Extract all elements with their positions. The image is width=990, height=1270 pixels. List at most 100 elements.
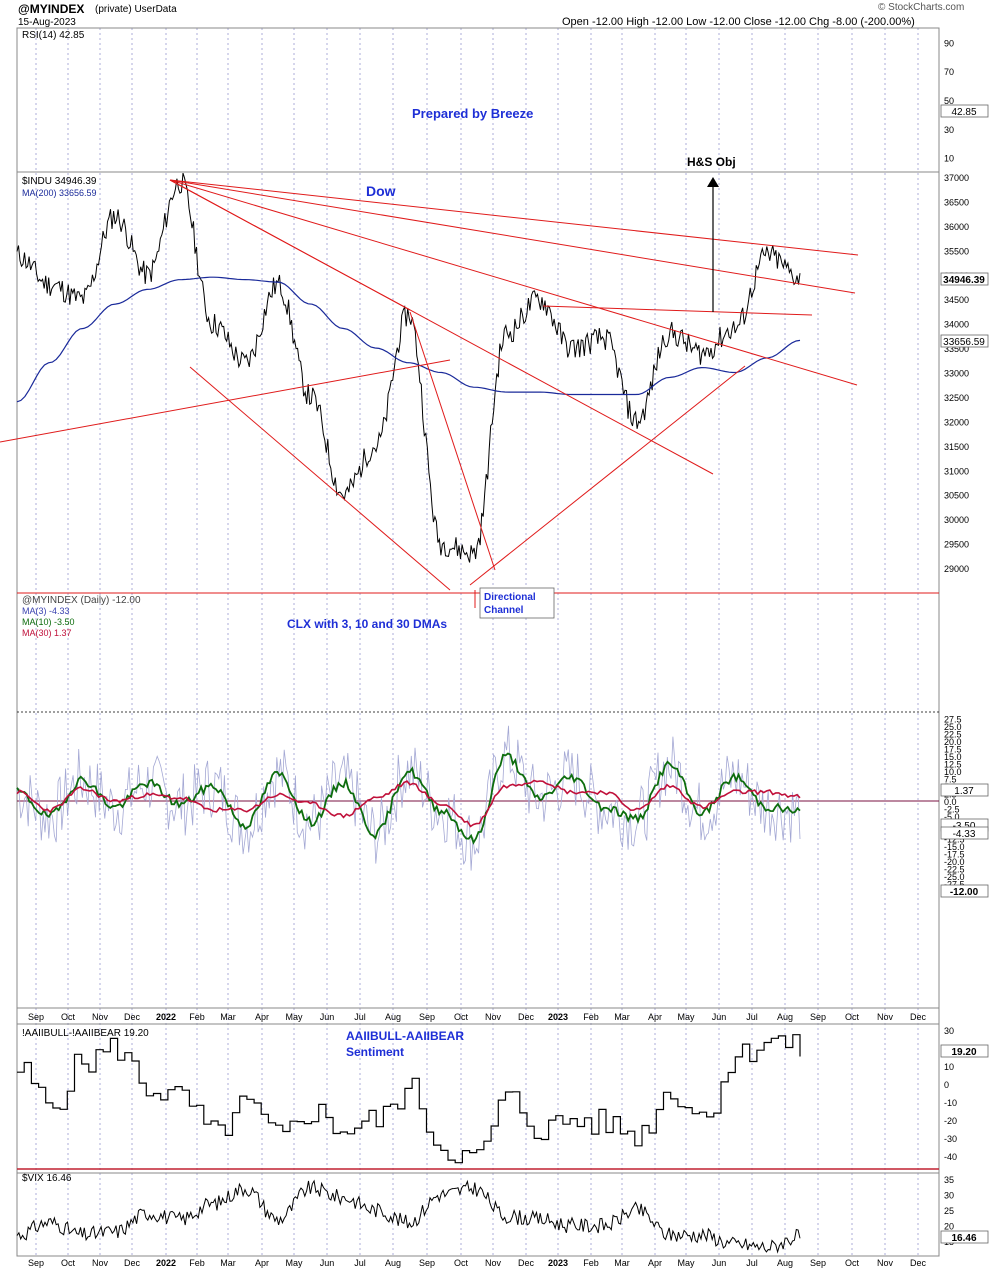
month-tick-label: Apr [648, 1012, 662, 1022]
dow-tick-label: 31000 [944, 466, 969, 476]
clx-tick-label: -25.0 [944, 872, 965, 882]
month-tick-label: 2022 [156, 1012, 176, 1022]
month-tick-label: Feb [583, 1012, 599, 1022]
clx-raw-line [16, 725, 801, 871]
vix-tick-label: 30 [944, 1191, 954, 1201]
month-tick-label: Oct [845, 1258, 860, 1268]
month-tick-label: Apr [255, 1258, 269, 1268]
month-tick-label: May [677, 1012, 695, 1022]
aaii-tick-label: 10 [944, 1062, 954, 1072]
clx-tick-label: 15.0 [944, 752, 962, 762]
month-tick-label: Sep [28, 1012, 44, 1022]
month-tick-label: Nov [877, 1012, 894, 1022]
trendline [0, 359, 451, 443]
trendline [409, 311, 496, 571]
month-tick-label: Nov [485, 1012, 502, 1022]
clx-tick-label: 22.5 [944, 730, 962, 740]
month-tick-label: Mar [614, 1258, 630, 1268]
vix-tick-label: 35 [944, 1175, 954, 1185]
dow-tick-label: 34500 [944, 295, 969, 305]
rsi-value-tag-box [940, 104, 989, 118]
month-tick-label: Jun [712, 1012, 727, 1022]
quote-line: Open -12.00 High -12.00 Low -12.00 Close… [562, 16, 915, 28]
aaii-tick-label: -10 [944, 1098, 957, 1108]
month-tick-label: Dec [518, 1012, 535, 1022]
ma200-line [16, 276, 801, 403]
month-tick-label: Feb [189, 1012, 205, 1022]
month-tick-label: Nov [485, 1258, 502, 1268]
month-tick-label: Nov [92, 1012, 109, 1022]
clx-tick-label: -12.5 [944, 835, 965, 845]
month-tick-label: 2022 [156, 1258, 176, 1268]
dow-tick-label: 36500 [944, 197, 969, 207]
clx-panel: 27.525.022.520.017.515.012.510.07.55.02.… [16, 595, 989, 898]
month-axis: Sep Sep Oct Oct Nov Nov Dec Dec 2022 2022 Feb Feb Ma… [28, 1012, 927, 1268]
clx-title: CLX with 3, 10 and 30 DMAs [287, 617, 447, 631]
dow-price-tag: 34946.39 [943, 275, 985, 286]
clx-value-tag: -12.00 [950, 887, 979, 898]
dow-tick-label: 32500 [944, 393, 969, 403]
ma30-legend: MA(30) 1.37 [22, 628, 72, 638]
month-tick-label: Oct [61, 1258, 76, 1268]
rsi-tick-label: 90 [944, 38, 954, 48]
dow-price-line [16, 172, 801, 563]
month-tick-label: Dec [518, 1258, 535, 1268]
aaii-tick-label: -40 [944, 1152, 957, 1162]
trendline [189, 366, 451, 591]
month-tick-label: Aug [777, 1012, 793, 1022]
chart-symbol: @MYINDEX [18, 2, 85, 16]
month-tick-label: Aug [385, 1258, 401, 1268]
month-tick-label: Feb [583, 1258, 599, 1268]
ma10-line [16, 752, 801, 845]
clx-tick-label: 12.5 [944, 760, 962, 770]
dow-tick-label: 33000 [944, 369, 969, 379]
month-tick-label: Nov [877, 1258, 894, 1268]
dow-ma-tag: 33656.59 [943, 337, 985, 348]
aaii-tick-label: -20 [944, 1116, 957, 1126]
hs-objective-label: H&S Obj [687, 155, 736, 169]
trendline [469, 365, 746, 586]
month-tick-label: Dec [910, 1258, 927, 1268]
clx-tick-label: 20.0 [944, 737, 962, 747]
month-tick-label: Dec [124, 1258, 141, 1268]
month-tick-label: May [285, 1258, 303, 1268]
month-tick-label: Jul [746, 1012, 758, 1022]
dow-tick-label: 35500 [944, 246, 969, 256]
directional-channel-label: Channel [484, 605, 524, 616]
rsi-tick-label: 10 [944, 154, 954, 164]
ma10-legend: MA(10) -3.50 [22, 617, 75, 627]
month-tick-label: Mar [220, 1258, 236, 1268]
clx-tick-label: 10.0 [944, 767, 962, 777]
aaii-panel: 3020100-10-20-30-40!AAIIBULL-!AAIIBEAR 1… [17, 1026, 989, 1164]
month-tick-label: Oct [845, 1012, 860, 1022]
trendline [169, 179, 411, 311]
month-tick-label: 2023 [548, 1012, 568, 1022]
month-tick-label: Dec [124, 1012, 141, 1022]
dow-ma-tag-box [940, 334, 989, 348]
vix-value-tag-box [940, 1230, 989, 1244]
month-tick-label: Dec [910, 1012, 927, 1022]
month-tick-label: Jul [746, 1258, 758, 1268]
month-tick-label: May [677, 1258, 695, 1268]
rsi-tick-label: 70 [944, 67, 954, 77]
aaii-legend: !AAIIBULL-!AAIIBEAR 19.20 [22, 1028, 149, 1039]
month-tick-label: Sep [810, 1258, 826, 1268]
rsi-legend: RSI(14) 42.85 [22, 30, 85, 41]
clx-tick-label: -2.5 [944, 805, 960, 815]
rsi-panel: 90 70 50 30 10 RSI(14) 42.85 Prepared by Breez… [22, 30, 989, 164]
aaii-tick-label: 30 [944, 1026, 954, 1036]
ma30-line [16, 779, 801, 828]
dow-tick-label: 31500 [944, 442, 969, 452]
rsi-tick-label: 30 [944, 125, 954, 135]
clx-legend: @MYINDEX (Daily) -12.00 [22, 595, 141, 606]
prepared-by-label: Prepared by Breeze [412, 106, 533, 121]
clx-tick-label: -17.5 [944, 850, 965, 860]
vix-line [16, 1179, 801, 1254]
month-tick-label: Oct [61, 1012, 76, 1022]
clx-tick-label: -15.0 [944, 842, 965, 852]
trendline [169, 179, 856, 294]
month-tick-label: Apr [255, 1012, 269, 1022]
month-tick-label: Oct [454, 1258, 469, 1268]
clx-tick-label: 0.0 [944, 797, 957, 807]
vix-tick-label: 20 [944, 1222, 954, 1232]
